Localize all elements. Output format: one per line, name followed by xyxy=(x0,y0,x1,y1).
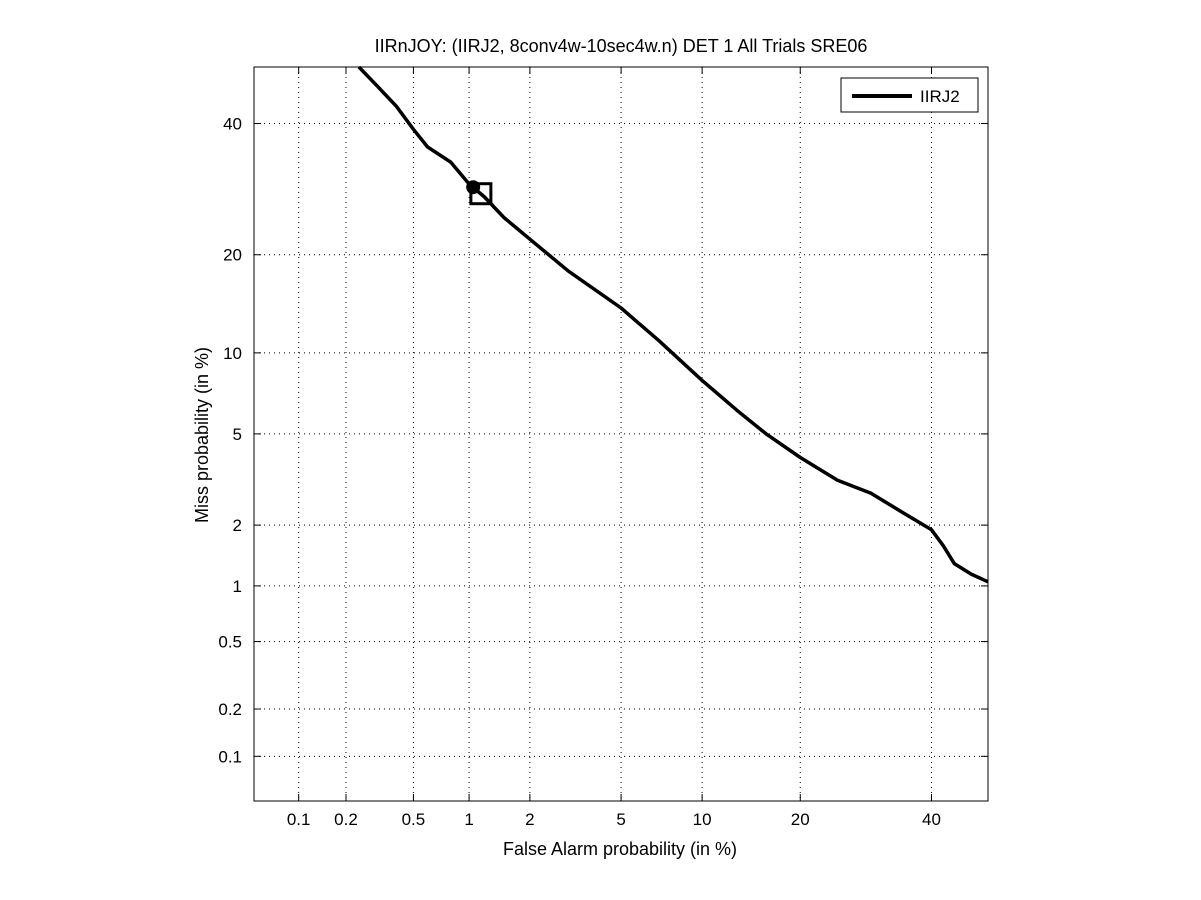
y-tick-label: 2 xyxy=(233,516,242,535)
actual-dcf-marker xyxy=(469,182,493,206)
x-tick-label: 0.1 xyxy=(287,810,311,829)
legend-label-iirj2: IIRJ2 xyxy=(920,87,960,106)
y-tick-label: 1 xyxy=(233,577,242,596)
x-tick-label: 20 xyxy=(791,810,810,829)
y-tick-label: 0.5 xyxy=(218,633,242,652)
y-tick-label: 40 xyxy=(223,115,242,134)
x-tick-label: 10 xyxy=(693,810,712,829)
x-tick-label: 40 xyxy=(922,810,941,829)
y-tick-label: 10 xyxy=(223,344,242,363)
chart-title: IIRnJOY: (IIRJ2, 8conv4w-10sec4w.n) DET … xyxy=(375,36,868,56)
y-axis-label: Miss probability (in %) xyxy=(192,347,212,523)
axis-ticks: 0.1 0.2 0.5 1 2 5 10 20 40 0.1 0.2 0.5 1 2 5 10 20 40 xyxy=(218,67,988,829)
series-line-iirj2 xyxy=(357,65,989,584)
x-tick-label: 5 xyxy=(616,810,625,829)
x-tick-label: 0.5 xyxy=(402,810,426,829)
markers-layer xyxy=(466,180,493,206)
x-tick-label: 0.2 xyxy=(334,810,358,829)
y-tick-label: 20 xyxy=(223,246,242,265)
x-tick-label: 1 xyxy=(464,810,473,829)
y-tick-label: 0.1 xyxy=(218,747,242,766)
y-tick-label: 5 xyxy=(233,425,242,444)
y-tick-label: 0.2 xyxy=(218,700,242,719)
series-layer xyxy=(357,65,989,584)
x-axis-label: False Alarm probability (in %) xyxy=(503,839,737,859)
legend: IIRJ2 xyxy=(840,77,979,113)
x-tick-label: 2 xyxy=(525,810,534,829)
grid xyxy=(254,67,988,801)
